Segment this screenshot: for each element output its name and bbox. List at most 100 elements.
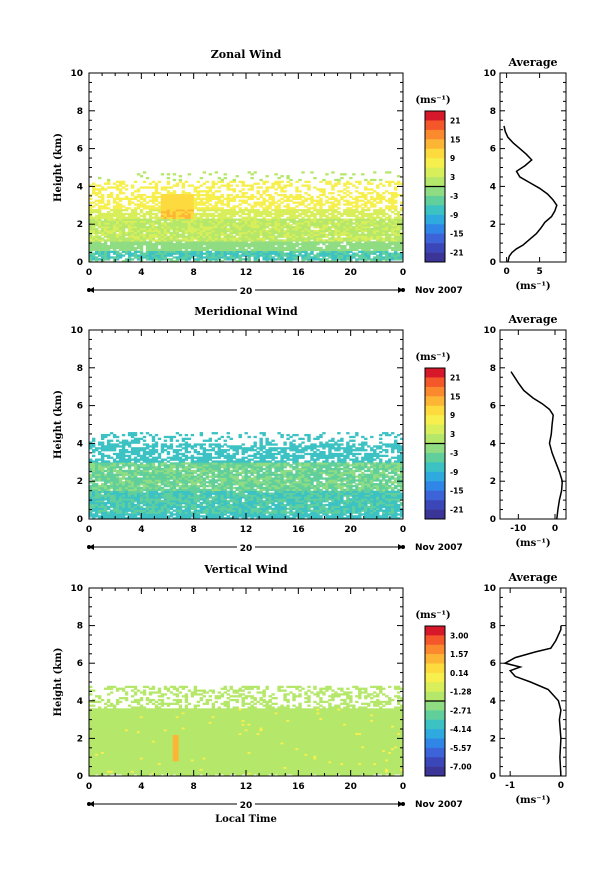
heatmap-cell xyxy=(265,207,269,210)
heatmap-cell xyxy=(115,509,120,512)
heatmap-cell xyxy=(220,203,224,206)
heatmap-cell xyxy=(172,216,177,219)
heatmap-cell xyxy=(145,201,150,204)
heatmap-cell xyxy=(199,227,204,231)
heatmap-cell xyxy=(127,466,132,469)
heatmap-cell xyxy=(274,224,278,227)
heatmap-cell xyxy=(154,233,159,236)
heatmap-cell xyxy=(391,197,395,201)
heatmap-cell xyxy=(193,479,198,482)
heatmap-cell xyxy=(364,252,368,255)
heatmap-cell xyxy=(91,471,96,475)
heatmap-cell xyxy=(391,220,395,223)
heatmap-cell xyxy=(115,258,120,261)
heatmap-cell xyxy=(109,214,114,218)
heatmap-cell xyxy=(226,203,230,206)
heatmap-cell xyxy=(166,246,171,250)
heatmap-cell xyxy=(352,254,356,257)
heatmap-cell xyxy=(124,209,129,212)
heatmap-cell xyxy=(268,239,272,242)
heatmap-cell xyxy=(169,233,174,236)
heatmap-cell xyxy=(97,258,102,261)
heatmap-cell xyxy=(148,515,153,518)
heatmap-cell xyxy=(172,517,177,520)
heatmap-cell xyxy=(181,452,186,456)
heatmap-cell xyxy=(139,494,144,497)
heatmap-cell xyxy=(400,246,404,250)
heatmap-cells xyxy=(89,432,404,520)
heatmap-cell xyxy=(106,224,111,227)
heatmap-cell xyxy=(136,212,141,216)
heatmap-cell xyxy=(340,258,344,261)
heatmap-cell xyxy=(358,180,362,184)
heatmap-cell xyxy=(103,433,108,437)
heatmap-cell xyxy=(89,462,93,465)
heatmap-cell xyxy=(196,197,201,201)
heatmap-cell xyxy=(142,222,147,225)
heatmap-cell xyxy=(310,224,314,227)
heatmap-cell xyxy=(169,515,174,518)
heatmap-cell xyxy=(133,439,138,442)
heatmap-cell xyxy=(100,252,105,255)
heatmap-cell xyxy=(358,192,362,195)
heatmap-cell xyxy=(175,256,180,259)
heatmap-cell xyxy=(160,226,165,229)
heatmap-cell xyxy=(139,197,144,201)
average-y-tick-label: 6 xyxy=(490,145,496,155)
heatmap-cell xyxy=(181,195,186,199)
heatmap-cell xyxy=(169,250,174,253)
heatmap-cell xyxy=(232,212,236,216)
heatmap-cell xyxy=(388,209,392,212)
heatmap-cell xyxy=(166,241,171,244)
heatmap-cell xyxy=(262,244,266,248)
heatmap-cell xyxy=(304,243,308,246)
heatmap-cell xyxy=(133,229,138,233)
heatmap-cell xyxy=(190,231,195,235)
heatmap-cell xyxy=(148,475,153,478)
heatmap-cell xyxy=(382,220,386,223)
heatmap-cell xyxy=(142,224,147,227)
heatmap-cell xyxy=(298,231,302,235)
heatmap-cell xyxy=(301,235,305,238)
heatmap-cell xyxy=(175,210,180,214)
heatmap-cell xyxy=(205,233,210,236)
heatmap-cell xyxy=(298,203,302,206)
heatmap-cell xyxy=(199,473,204,476)
heatmap-cell xyxy=(202,214,207,218)
heatmap-cell xyxy=(199,237,204,240)
heatmap-cell xyxy=(223,254,227,257)
heatmap-cell xyxy=(358,254,362,257)
heatmap-cell xyxy=(277,248,281,252)
heatmap-cell xyxy=(283,190,287,193)
heatmap-cell xyxy=(181,199,186,202)
heatmap-cell xyxy=(331,239,335,242)
heatmap-cell xyxy=(376,256,380,259)
heatmap-cell xyxy=(109,464,114,467)
heatmap-cell xyxy=(301,227,305,231)
heatmap-cell xyxy=(178,235,183,238)
heatmap-cell xyxy=(187,258,192,261)
heatmap-cell xyxy=(160,511,165,514)
heatmap-cell xyxy=(349,222,353,225)
heatmap-cell xyxy=(286,252,290,255)
heatmap-cell xyxy=(223,256,227,259)
heatmap-cell xyxy=(142,469,147,473)
heatmap-cell xyxy=(121,507,126,510)
heatmap-cell xyxy=(322,233,326,236)
heatmap-cell xyxy=(223,229,227,233)
average-y-tick-label: 0 xyxy=(490,258,496,268)
heatmap-cell xyxy=(115,486,120,490)
heatmap-cell xyxy=(253,243,257,246)
heatmap-cell xyxy=(202,237,207,240)
heatmap-cell xyxy=(115,218,120,221)
heatmap-cell xyxy=(337,248,341,252)
heatmap-cell xyxy=(307,180,311,184)
heatmap-cell xyxy=(160,222,165,225)
heatmap-cell xyxy=(97,207,102,210)
heatmap-cell xyxy=(145,227,150,231)
heatmap-cell xyxy=(310,171,314,174)
heatmap-cell xyxy=(316,220,320,223)
heatmap-cell xyxy=(118,509,123,512)
heatmap-cell xyxy=(136,477,141,480)
y-tick-label: 4 xyxy=(77,182,83,192)
